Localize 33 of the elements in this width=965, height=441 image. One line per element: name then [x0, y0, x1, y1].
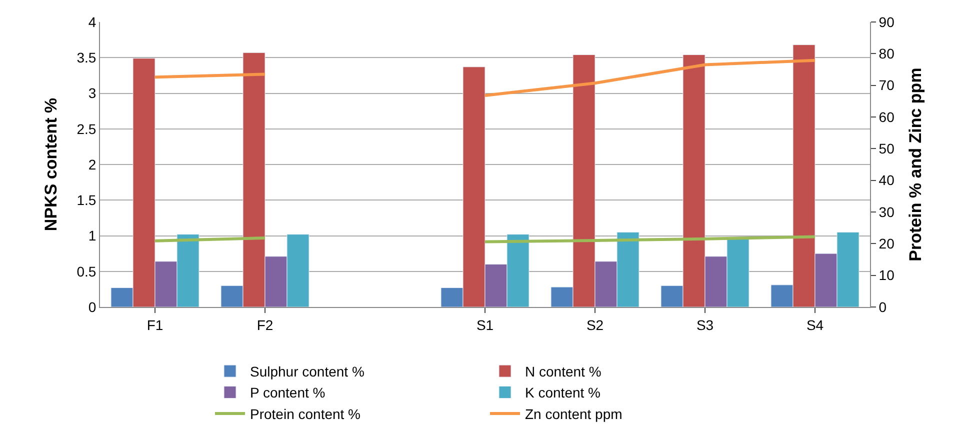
y2-tick-label: 40 — [878, 172, 895, 188]
y2-axis-title: Protein % and Zinc ppm — [906, 68, 925, 262]
y-tick-label: 3.5 — [76, 50, 96, 66]
x-tick-label: F1 — [146, 316, 164, 333]
x-tick-label: S2 — [586, 316, 604, 333]
y-tick-label: 1.5 — [76, 192, 96, 208]
x-tick-label: S4 — [806, 316, 824, 333]
y-tick-label: 2.5 — [76, 120, 96, 137]
legend-label: Sulphur content % — [250, 364, 364, 380]
y2-tick-label: 90 — [878, 14, 895, 30]
y-tick-label: 4 — [88, 14, 96, 30]
legend-label: Zn content ppm — [525, 406, 622, 422]
y-tick-label: 1 — [88, 228, 96, 244]
y2-tick-label: 30 — [878, 204, 895, 220]
y2-tick-label: 60 — [878, 108, 895, 125]
legend-label: N content % — [525, 364, 602, 380]
y-tick-label: 0 — [88, 298, 96, 315]
y2-tick-label: 20 — [878, 236, 895, 252]
y2-tick-label: 10 — [878, 267, 895, 284]
y-tick-label: 0.5 — [76, 263, 96, 280]
y2-tick-label: 80 — [878, 46, 895, 62]
y-axis-title: NPKS content % — [41, 98, 60, 232]
y2-tick-label: 70 — [878, 77, 895, 94]
legend-label: K content % — [525, 384, 600, 401]
y2-tick-label: 50 — [878, 140, 895, 157]
y-tick-label: 3 — [88, 85, 96, 102]
legend-label: P content % — [250, 384, 326, 401]
x-tick-label: F2 — [256, 316, 274, 333]
y2-tick-label: 0 — [878, 298, 887, 315]
x-tick-label: S1 — [476, 316, 494, 333]
legend-label: Protein content % — [250, 406, 361, 422]
y-tick-label: 2 — [88, 156, 96, 172]
x-tick-label: S3 — [696, 316, 714, 333]
